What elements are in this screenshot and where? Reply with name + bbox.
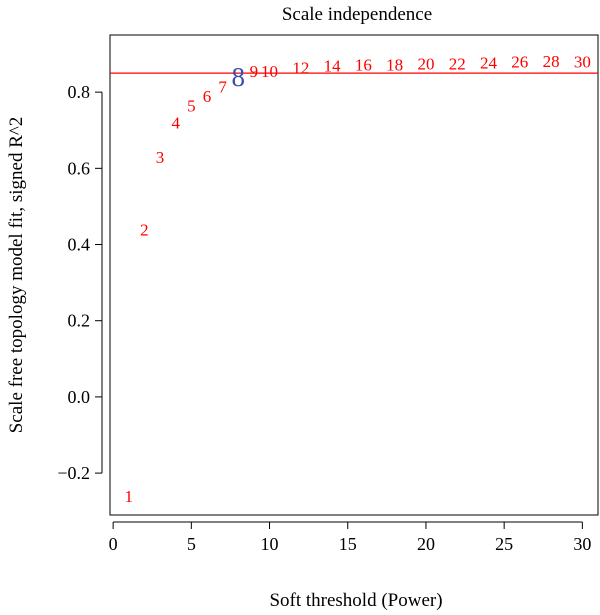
- plot-frame: [109, 34, 599, 516]
- power-label: 12: [292, 58, 309, 77]
- y-tick-label: 0.6: [68, 158, 91, 178]
- power-label: 5: [187, 96, 196, 115]
- power-label: 24: [480, 53, 498, 72]
- x-tick-label: 10: [261, 534, 279, 554]
- y-tick-label: 0.8: [68, 82, 91, 102]
- y-tick-label: 0.2: [68, 311, 91, 331]
- y-tick-label: 0.0: [68, 387, 91, 407]
- power-label: 2: [140, 220, 149, 239]
- x-tick-label: 5: [187, 534, 196, 554]
- power-label: 10: [261, 62, 278, 81]
- power-label: 26: [511, 53, 528, 72]
- power-label: 1: [125, 487, 134, 506]
- y-axis-label: Scale free topology model fit, signed R^…: [6, 117, 27, 434]
- x-tick-label: 25: [495, 534, 513, 554]
- x-tick-label: 30: [573, 534, 591, 554]
- chart-title: Scale independence: [282, 4, 432, 25]
- power-label: 4: [171, 114, 180, 133]
- power-label: 16: [355, 56, 372, 75]
- power-label: 6: [203, 87, 212, 106]
- power-label: 30: [574, 53, 591, 72]
- power-label: 3: [156, 148, 165, 167]
- power-label: 9: [250, 62, 259, 81]
- power-label: 14: [324, 56, 342, 75]
- power-label: 20: [417, 55, 434, 74]
- y-tick-label: −0.2: [57, 463, 90, 483]
- power-label: 7: [218, 77, 227, 96]
- power-label: 28: [543, 52, 560, 71]
- x-tick-label: 0: [109, 534, 118, 554]
- x-tick-label: 15: [339, 534, 357, 554]
- highlighted-power-label: 8: [232, 62, 246, 92]
- y-tick-label: 0.4: [68, 235, 91, 255]
- power-label: 18: [386, 56, 403, 75]
- x-axis: 0 5 10 15 20 25 30: [109, 521, 591, 554]
- x-axis-label: Soft threshold (Power): [269, 590, 442, 611]
- y-axis: −0.2 0.0 0.2 0.4 0.6 0.8: [57, 82, 103, 483]
- power-label: 22: [449, 55, 466, 74]
- x-tick-label: 20: [417, 534, 435, 554]
